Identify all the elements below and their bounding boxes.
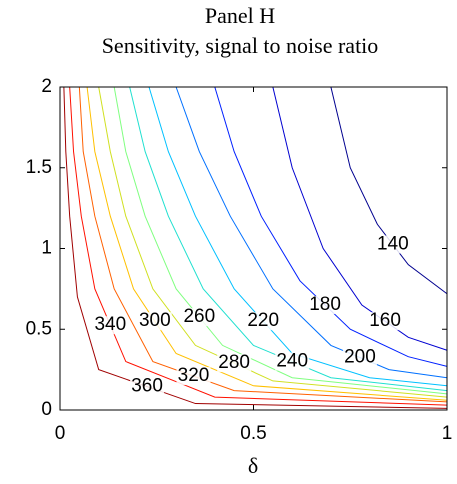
contour-label: 280 [218,352,250,373]
contour-label-bg [342,348,377,367]
contour-line [78,86,448,403]
chart-title: Panel H [205,3,275,28]
contour-label-bg [217,354,252,373]
contour-label: 160 [369,310,401,331]
contour-line [86,86,448,401]
x-tick-label: 1 [442,423,453,444]
contour-line [69,86,448,406]
contour-label: 260 [183,306,215,327]
contour-label-bg [375,235,410,254]
x-tick-label: 0 [55,423,66,444]
contour-line [129,86,448,392]
contour-label: 140 [377,233,409,254]
contour-line [63,86,448,409]
x-tick-label: 0.5 [240,423,266,444]
contour-label-bg [176,367,211,386]
contour-label-bg [275,352,310,371]
chart-subtitle: Sensitivity, signal to noise ratio [102,33,379,58]
y-tick-label: 2 [41,76,52,97]
contour-label: 320 [178,365,210,386]
contour-label: 360 [131,376,163,397]
contour-label: 220 [247,310,279,331]
y-tick-label: 0 [41,399,52,420]
contour-label-bg [137,312,172,331]
contour-label-bg [308,296,343,315]
x-axis-label: δ [248,453,258,478]
contour-label: 340 [94,314,126,335]
contour-label: 300 [139,310,171,331]
contour-label: 240 [276,351,308,372]
y-tick-label: 1.5 [26,157,52,178]
contour-line [214,86,448,367]
contour-label: 200 [344,347,376,368]
contour-label-bg [93,316,128,335]
contour-label-bg [368,312,403,331]
contour-label-bg [130,377,165,396]
contour-label-bg [182,308,217,327]
contour-label: 180 [309,294,341,315]
contour-line [330,86,448,295]
y-tick-label: 0.5 [26,318,52,339]
contour-label-bg [246,312,281,331]
contour-line [148,86,448,387]
contour-line [98,86,448,398]
y-tick-label: 1 [41,238,52,259]
contour-line [175,86,448,379]
contour-line [272,86,448,351]
contour-line [113,86,448,395]
